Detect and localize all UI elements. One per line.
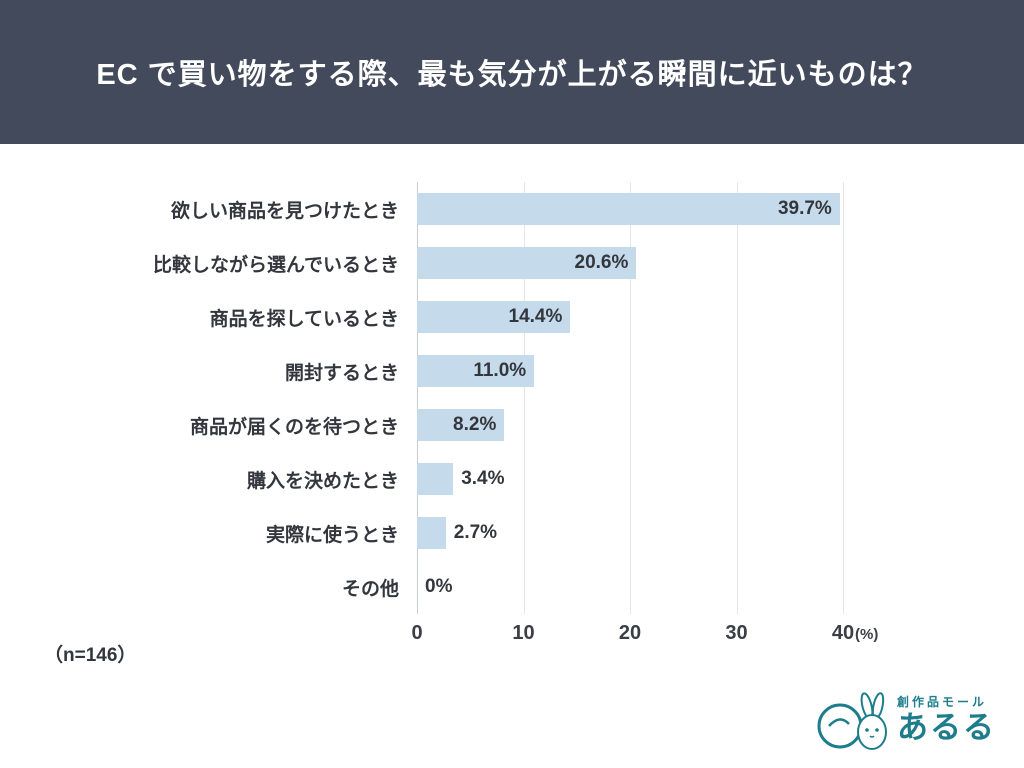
chart-row: 欲しい商品を見つけたとき 39.7% xyxy=(0,182,900,236)
bar-track: 8.2% xyxy=(417,409,843,441)
x-tick-label: 30 xyxy=(725,622,748,644)
chart-row: 商品が届くのを待つとき 8.2% xyxy=(0,398,900,452)
gridline xyxy=(523,182,525,614)
bar-track: 2.7% xyxy=(417,517,843,549)
category-label: 実際に使うとき xyxy=(265,524,399,546)
x-tick-label: 20 xyxy=(618,622,642,644)
gridlines xyxy=(417,182,844,614)
chart-row: 商品を探しているとき 14.4% xyxy=(0,290,900,344)
category-label: 購入を決めたとき xyxy=(246,470,399,492)
bar xyxy=(417,409,505,441)
value-label: 20.6% xyxy=(574,252,629,273)
logo-subtitle: 創作品モール xyxy=(897,695,988,710)
bar xyxy=(417,301,571,333)
value-label: 8.2% xyxy=(453,414,497,435)
bar-track: 39.7% xyxy=(417,193,843,225)
value-label: 11.0% xyxy=(473,360,527,381)
value-label: 2.7% xyxy=(453,522,498,543)
x-axis-unit-label: (%) xyxy=(855,626,879,643)
x-tick-label: 10 xyxy=(512,622,535,644)
logo-brand: あるる xyxy=(897,710,996,746)
bar-chart: 欲しい商品を見つけたとき 39.7% 比較しながら選んでいるとき 20.6% 商品を探し… xyxy=(0,182,900,652)
bar xyxy=(417,355,535,387)
x-axis: 0 10 20 30 40 (%) xyxy=(411,622,878,652)
bar-track: 14.4% xyxy=(417,301,843,333)
bar xyxy=(417,463,454,495)
rabbit-logo-icon xyxy=(817,692,887,750)
bar-track: 0% xyxy=(417,571,843,603)
value-label: 14.4% xyxy=(508,306,563,327)
chart-row: 実際に使うとき 2.7% xyxy=(0,506,900,560)
x-tick-label: 0 xyxy=(411,622,423,644)
value-label: 0% xyxy=(425,576,453,597)
bar-track: 3.4% xyxy=(417,463,843,495)
bar xyxy=(417,517,446,549)
x-tick-label: 40 xyxy=(831,622,855,644)
category-label: 開封するとき xyxy=(284,362,399,384)
category-label: その他 xyxy=(341,578,399,600)
gridline xyxy=(630,182,631,614)
arur-logo: 創作品モール あるる xyxy=(815,688,996,754)
bar-track: 20.6% xyxy=(417,247,843,279)
category-label: 欲しい商品を見つけたとき xyxy=(170,200,399,222)
gridline xyxy=(736,182,738,614)
bar-track: 11.0% xyxy=(417,355,843,387)
chart-title: EC で買い物をする際、最も気分が上がる瞬間に近いものは？ xyxy=(96,59,928,91)
bar xyxy=(417,247,637,279)
chart-row: 開封するとき 11.0% xyxy=(0,344,900,398)
chart-row: その他 0% xyxy=(0,560,900,614)
value-label: 3.4% xyxy=(461,468,505,489)
category-label: 比較しながら選んでいるとき xyxy=(152,254,399,276)
sample-size-note: （n=146） xyxy=(44,645,137,666)
logo-text: 創作品モール あるる xyxy=(897,695,996,746)
header: EC で買い物をする際、最も気分が上がる瞬間に近いものは？ xyxy=(0,0,1024,144)
category-label: 商品が届くのを待つとき xyxy=(189,416,399,438)
gridline xyxy=(843,182,844,614)
chart-row: 購入を決めたとき 3.4% xyxy=(0,452,900,506)
y-axis-line xyxy=(417,182,418,614)
category-label: 商品を探しているとき xyxy=(209,308,399,330)
value-label: 39.7% xyxy=(777,198,832,219)
bar xyxy=(417,193,840,225)
chart-row: 比較しながら選んでいるとき 20.6% xyxy=(0,236,900,290)
chart-rows: 欲しい商品を見つけたとき 39.7% 比較しながら選んでいるとき 20.6% 商品を探し… xyxy=(0,182,900,614)
